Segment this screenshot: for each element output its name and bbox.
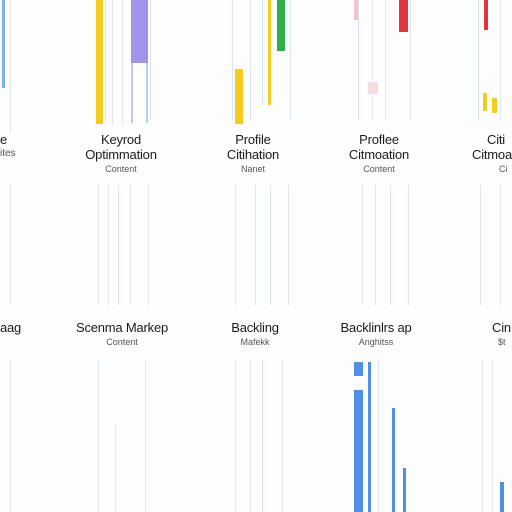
- grid-line: [282, 360, 283, 512]
- label-card: Cin $t: [486, 320, 512, 348]
- card-subtitle: Ci: [499, 164, 508, 174]
- grid-line: [385, 0, 386, 120]
- purple-bar-stem: [146, 63, 148, 123]
- grid-line: [148, 185, 149, 305]
- red-bar: [399, 0, 408, 32]
- card-subtitle: Content: [363, 164, 395, 174]
- yellow-bar: [492, 98, 497, 113]
- card-title: Backlinlrs ap: [340, 320, 412, 335]
- label-card: Backlinlrs ap Anghitss: [321, 320, 431, 348]
- grid-line: [262, 360, 263, 512]
- blue-bar: [368, 362, 371, 512]
- grid-line: [10, 360, 11, 512]
- grid-line: [250, 0, 251, 120]
- grid-line: [482, 360, 483, 512]
- pink-bar: [368, 82, 378, 94]
- card-title-line: Citihation: [226, 147, 280, 162]
- blue-bar: [500, 482, 504, 512]
- card-subtitle: Nanet: [240, 164, 266, 174]
- pink-bar: [354, 0, 358, 20]
- label-card: Proflee Citmoation Content: [324, 132, 434, 175]
- grid-line: [410, 0, 411, 120]
- grid-line: [478, 0, 479, 120]
- grid-line: [255, 185, 256, 305]
- grid-line: [112, 0, 113, 125]
- grid-line: [270, 185, 271, 305]
- grid-line: [480, 185, 481, 305]
- yellow-bar: [483, 93, 487, 111]
- card-subtitle: Anghitss: [358, 337, 394, 347]
- blue-bar: [403, 468, 406, 512]
- grid-line: [408, 185, 409, 305]
- yellow-bar: [268, 0, 271, 105]
- purple-bar-stem: [131, 63, 133, 123]
- purple-bar: [131, 0, 148, 63]
- grid-line: [145, 360, 146, 512]
- card-title-line: Proflee: [359, 132, 399, 147]
- grid-line: [118, 185, 119, 305]
- card-title: Scenma Markep: [75, 320, 169, 335]
- blue-bar: [2, 0, 5, 88]
- card-title-line: Optimmation: [85, 147, 157, 162]
- grid-line: [10, 0, 11, 135]
- card-title-line: Citmoation: [348, 147, 410, 162]
- grid-line: [500, 185, 501, 305]
- grid-line: [130, 185, 131, 305]
- grid-line: [98, 360, 99, 512]
- grid-line: [375, 185, 376, 305]
- card-title-line: Citmoa: [472, 147, 512, 162]
- grid-line: [235, 360, 236, 512]
- grid-line: [98, 185, 99, 305]
- blue-bar: [392, 408, 395, 512]
- card-title: Cin: [492, 320, 511, 335]
- grid-line: [150, 0, 151, 120]
- label-card: Scenma Markep Content: [67, 320, 177, 348]
- grid-line: [378, 360, 379, 512]
- grid-line: [232, 0, 233, 120]
- grid-line: [262, 0, 263, 105]
- grid-line: [358, 0, 359, 120]
- card-title: e: [0, 132, 8, 147]
- yellow-bar: [235, 69, 243, 124]
- grid-line: [288, 185, 289, 305]
- card-subtitle: Content: [106, 337, 138, 347]
- red-bar: [484, 0, 488, 30]
- yellow-bar: [96, 0, 103, 124]
- label-card: e ites: [0, 132, 40, 160]
- card-subtitle: $t: [498, 337, 506, 347]
- grid-line: [115, 425, 116, 512]
- grid-line: [362, 185, 363, 305]
- card-subtitle: Content: [105, 164, 137, 174]
- blue-bar: [354, 362, 363, 376]
- card-title: aag: [0, 320, 22, 335]
- label-card: aag: [0, 320, 30, 335]
- grid-line: [10, 185, 11, 305]
- card-title-line: ites: [0, 148, 16, 159]
- label-card: Keyrod Optimmation Content: [66, 132, 176, 175]
- card-title-line: Citi: [487, 132, 505, 147]
- card-subtitle: Mafekk: [240, 337, 270, 347]
- grid-line: [390, 185, 391, 305]
- grid-line: [290, 0, 291, 120]
- card-title-line: Keyrod: [101, 132, 141, 147]
- grid-line: [122, 0, 123, 125]
- grid-line: [372, 0, 373, 120]
- label-card: Profile Citihation Nanet: [198, 132, 308, 175]
- grid-line: [105, 0, 106, 120]
- card-title-line: Profile: [235, 132, 271, 147]
- grid-line: [492, 360, 493, 512]
- green-bar: [277, 0, 285, 51]
- grid-line: [108, 185, 109, 305]
- blue-bar: [354, 390, 363, 512]
- card-title: Backling: [231, 320, 279, 335]
- label-card: Backling Mafekk: [200, 320, 310, 348]
- grid-line: [500, 0, 501, 120]
- grid-line: [235, 185, 236, 305]
- grid-line: [250, 360, 251, 512]
- label-card: Citi Citmoa Ci: [472, 132, 512, 175]
